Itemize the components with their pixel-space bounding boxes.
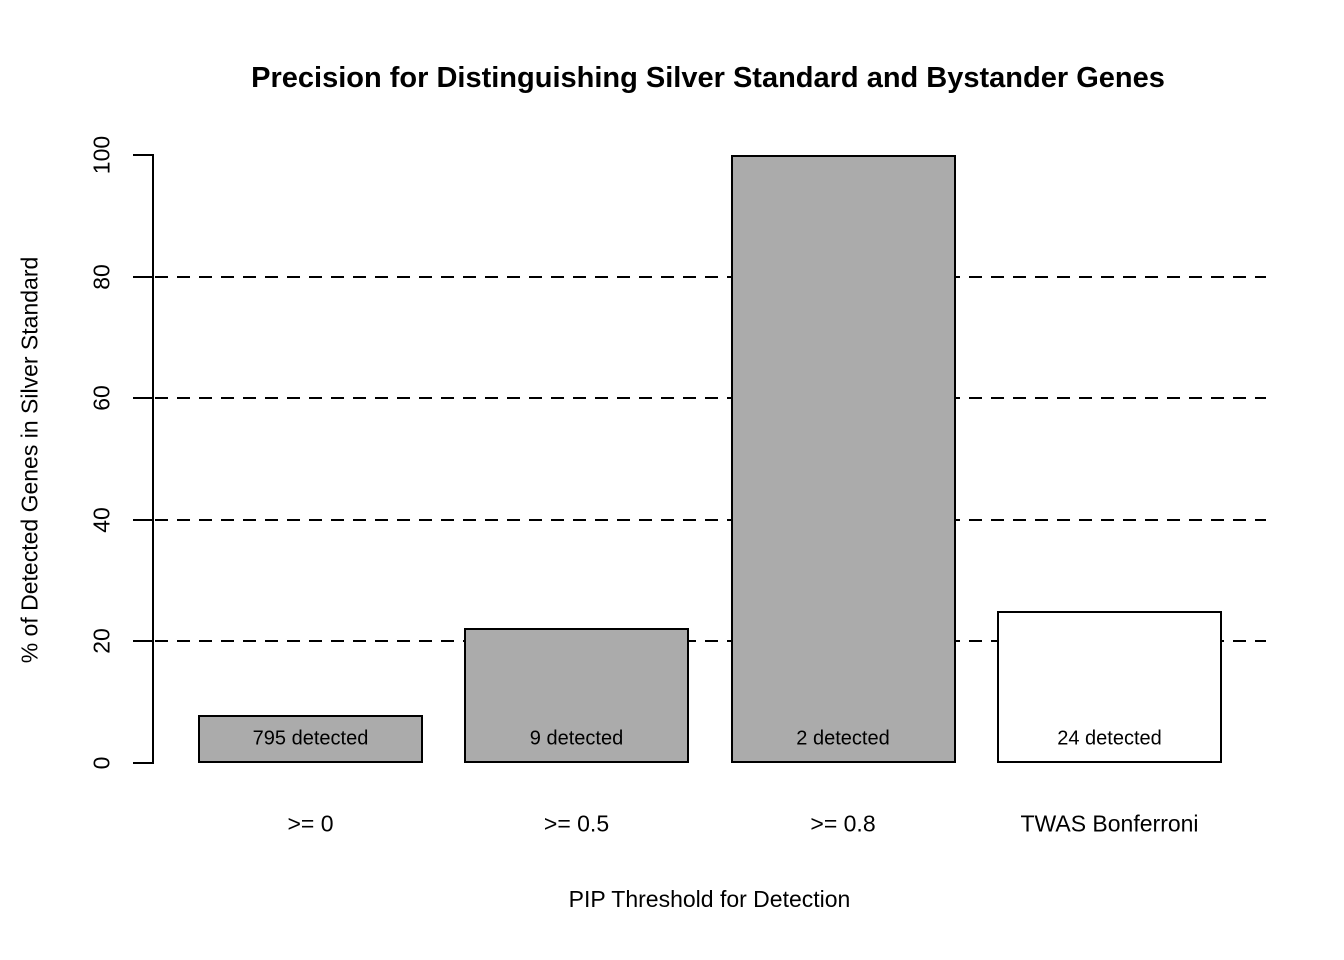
y-tick-label-20: 20 xyxy=(88,628,115,655)
y-tick-0 xyxy=(133,762,153,764)
gridline-40 xyxy=(155,518,1266,521)
y-tick-40 xyxy=(133,518,153,521)
y-axis-line xyxy=(152,154,154,764)
bar-TWAS Bonferroni xyxy=(997,611,1222,763)
y-tick-label-60: 60 xyxy=(88,385,115,411)
bar->= 0.5 xyxy=(464,628,689,763)
bar->= 0.8 xyxy=(730,155,956,763)
y-tick-label-40: 40 xyxy=(88,507,115,533)
y-tick-label-80: 80 xyxy=(88,263,115,290)
bar-count-label: 9 detected xyxy=(529,727,624,750)
bar-count-label: 2 detected xyxy=(796,727,890,750)
gridline-80 xyxy=(155,275,1266,278)
category-label: TWAS Bonferroni xyxy=(1020,810,1199,837)
y-tick-label-100: 100 xyxy=(88,135,115,175)
bar-count-label: 795 detected xyxy=(252,727,369,750)
category-label: >= 0 xyxy=(287,810,334,837)
x-axis-title: PIP Threshold for Detection xyxy=(568,886,851,912)
bar->= 0 xyxy=(198,714,423,763)
y-tick-100 xyxy=(133,154,153,156)
y-tick-60 xyxy=(133,397,153,400)
gridline-20 xyxy=(155,640,1266,643)
gridline-60 xyxy=(155,397,1266,400)
y-axis-title: % of Detected Genes in Silver Standard xyxy=(16,256,43,664)
y-tick-20 xyxy=(133,640,153,643)
y-tick-label-0: 0 xyxy=(88,756,115,770)
chart-title: Precision for Distinguishing Silver Stan… xyxy=(251,62,1165,94)
y-tick-80 xyxy=(133,275,153,278)
category-label: >= 0.8 xyxy=(810,810,876,837)
category-label: >= 0.5 xyxy=(543,810,610,837)
bar-count-label: 24 detected xyxy=(1057,727,1162,750)
